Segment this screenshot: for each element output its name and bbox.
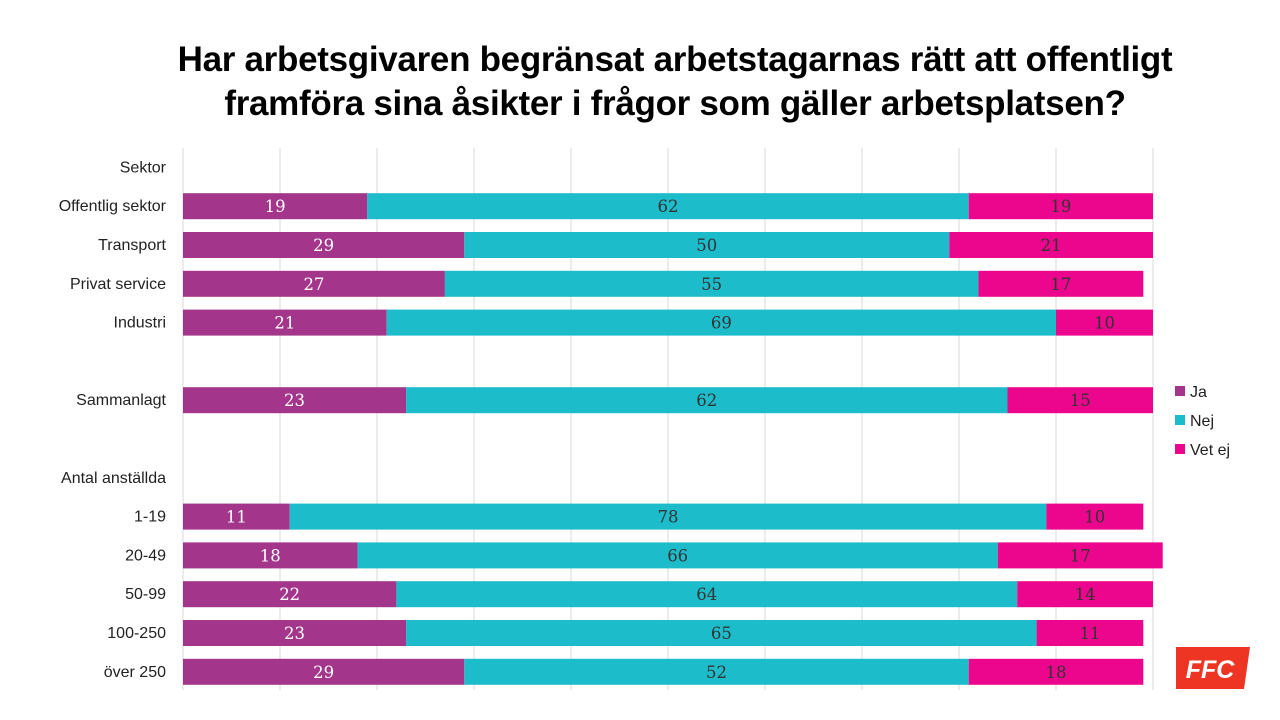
data-label: 29	[313, 663, 334, 682]
data-label: 21	[274, 314, 295, 333]
category-label: Offentlig sektor	[59, 198, 167, 215]
bar-segment-vet-ej	[968, 658, 1144, 685]
category-label: Antal anställda	[61, 470, 166, 487]
data-label: 18	[1046, 663, 1067, 682]
legend-label: Ja	[1190, 384, 1207, 401]
bar-segment-ja	[183, 232, 465, 258]
bars: 19 62 19 29 50 21 27 55 17 21 69 10 23 62 15 11 78 10 18 66…	[183, 193, 1163, 685]
data-label: 62	[658, 197, 679, 216]
category-label: 100-250	[107, 625, 166, 642]
data-label: 19	[1050, 197, 1071, 216]
bar-segment-nej	[406, 620, 1037, 646]
bar-segment-vet-ej	[978, 270, 1144, 297]
bar-segment-vet-ej	[1007, 387, 1153, 414]
chart-title-line-1: Har arbetsgivaren begränsat arbetstagarn…	[177, 40, 1173, 79]
bar-segment-nej	[289, 503, 1047, 530]
data-label: 22	[279, 585, 300, 604]
ffc-logo-text: FFC	[1186, 656, 1236, 684]
category-label: 50-99	[125, 586, 166, 603]
bar-segment-nej	[357, 542, 998, 569]
category-labels: Sektor Offentlig sektor Transport Privat se…	[59, 159, 167, 680]
bar-segment-ja	[183, 581, 397, 608]
legend-label: Nej	[1190, 413, 1214, 430]
ffc-logo: FFC	[1176, 647, 1250, 689]
legend-label: Vet ej	[1190, 442, 1230, 459]
category-label: Transport	[98, 237, 166, 254]
category-label: över 250	[104, 664, 166, 681]
bar-segment-vet-ej	[1056, 309, 1153, 336]
data-label: 11	[226, 508, 247, 527]
data-label: 27	[303, 275, 324, 294]
legend-swatch	[1175, 386, 1185, 396]
data-label: 11	[1079, 624, 1100, 643]
bar-segment-nej	[367, 193, 969, 220]
data-label: 65	[711, 624, 732, 643]
legend-swatch	[1175, 415, 1185, 425]
data-label: 14	[1075, 585, 1096, 604]
bar-segment-ja	[183, 387, 407, 414]
ffc-logo-shape	[1176, 647, 1250, 689]
data-label: 18	[260, 546, 281, 565]
bar-segment-vet-ej	[968, 193, 1153, 220]
bar-segment-ja	[183, 620, 407, 646]
category-label: Sammanlagt	[76, 392, 166, 409]
bar-segment-vet-ej	[1017, 581, 1153, 608]
data-label: 29	[313, 236, 334, 255]
grid-lines	[182, 148, 1154, 690]
data-label: 17	[1070, 546, 1091, 565]
category-label: 20-49	[125, 547, 166, 564]
bar-segment-nej	[464, 658, 969, 685]
data-label: 55	[701, 275, 722, 294]
data-label: 62	[696, 391, 717, 410]
bar-segment-nej	[464, 232, 950, 258]
bar-segment-ja	[183, 193, 368, 220]
data-label: 52	[706, 663, 727, 682]
legend: Ja Nej Vet ej	[1175, 384, 1230, 459]
category-label: Privat service	[70, 276, 166, 293]
data-label: 19	[265, 197, 286, 216]
bar-segment-vet-ej	[997, 542, 1163, 569]
chart-title: Har arbetsgivaren begränsat arbetstagarn…	[60, 38, 1280, 126]
data-label: 21	[1041, 236, 1062, 255]
bar-segment-ja	[183, 658, 465, 685]
bar-segment-ja	[183, 503, 290, 530]
legend-swatch	[1175, 444, 1185, 454]
data-label: 23	[284, 391, 305, 410]
data-label: 66	[667, 546, 688, 565]
data-label: 17	[1050, 275, 1071, 294]
bar-segment-ja	[183, 270, 445, 297]
data-label: 78	[658, 508, 679, 527]
chart-title-line-2: framföra sina åsikter i frågor som gälle…	[224, 84, 1126, 123]
bar-segment-nej	[444, 270, 979, 297]
data-label: 64	[696, 585, 717, 604]
bar-segment-vet-ej	[1036, 620, 1144, 646]
bar-segment-nej	[396, 581, 1018, 608]
category-label: Sektor	[120, 159, 167, 176]
category-label: Industri	[114, 315, 166, 332]
data-label: 10	[1094, 314, 1115, 333]
bar-segment-vet-ej	[949, 232, 1153, 258]
bar-segment-ja	[183, 309, 387, 336]
data-label: 69	[711, 314, 732, 333]
data-label: 23	[284, 624, 305, 643]
bar-segment-nej	[406, 387, 1008, 414]
bar-segment-vet-ej	[1046, 503, 1144, 530]
bar-segment-ja	[183, 542, 358, 569]
data-label: 10	[1084, 508, 1105, 527]
data-label: 15	[1070, 391, 1091, 410]
bar-segment-nej	[386, 309, 1056, 336]
data-label: 50	[696, 236, 717, 255]
category-label: 1-19	[134, 509, 166, 526]
